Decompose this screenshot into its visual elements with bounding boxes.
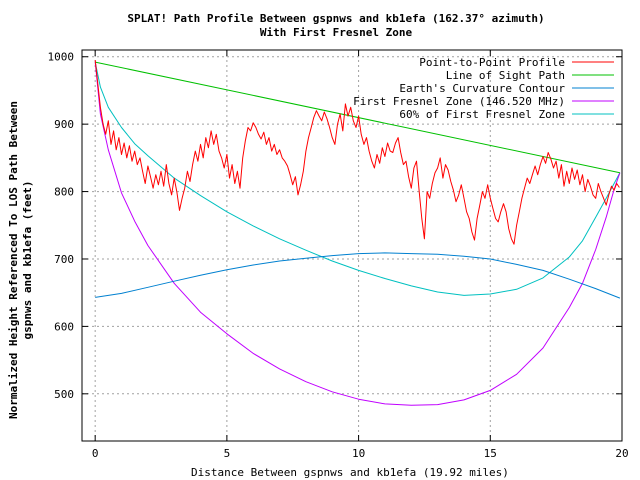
legend-label: Earth's Curvature Contour [399, 82, 565, 95]
plot-frame [81, 49, 623, 442]
series-line-earth-s-curvature-contour [95, 252, 621, 299]
y-axis-label-line2: gspnws and kb1efa (feet) [21, 181, 34, 340]
legend-label: 60% of First Fresnel Zone [399, 108, 565, 121]
legend-label: Line of Sight Path [446, 69, 565, 82]
x-tick-label: 10 [352, 447, 365, 460]
x-tick-label: 15 [484, 447, 497, 460]
series-line-first-fresnel-zone-146-520-mhz [94, 62, 621, 406]
chart-title: SPLAT! Path Profile Between gspnws and k… [127, 12, 544, 25]
y-tick-label: 1000 [48, 51, 75, 64]
y-tick-label: 500 [54, 388, 74, 401]
chart-subtitle: With First Fresnel Zone [260, 26, 413, 39]
series-line-point-to-point-profile [94, 60, 620, 245]
series-layer [94, 60, 621, 406]
axes: 0 5 10 15 20 500 600 700 800 900 1000 [48, 49, 629, 460]
y-axis-label-line1: Normalized Height Referenced To LOS Path… [7, 101, 20, 419]
series-line-60-of-first-fresnel-zone [94, 61, 621, 296]
x-tick-label: 20 [615, 447, 628, 460]
y-tick-label: 600 [54, 320, 74, 333]
y-tick-label: 800 [54, 186, 74, 199]
x-tick-label: 5 [224, 447, 231, 460]
legend-label: Point-to-Point Profile [419, 56, 565, 69]
y-tick-label: 900 [54, 118, 74, 131]
y-tick-label: 700 [54, 253, 74, 266]
series-line-line-of-sight-path [95, 61, 621, 174]
x-axis-label: Distance Between gspnws and kb1efa (19.9… [191, 466, 509, 479]
legend-label: First Fresnel Zone (146.520 MHz) [353, 95, 565, 108]
x-tick-label: 0 [92, 447, 99, 460]
